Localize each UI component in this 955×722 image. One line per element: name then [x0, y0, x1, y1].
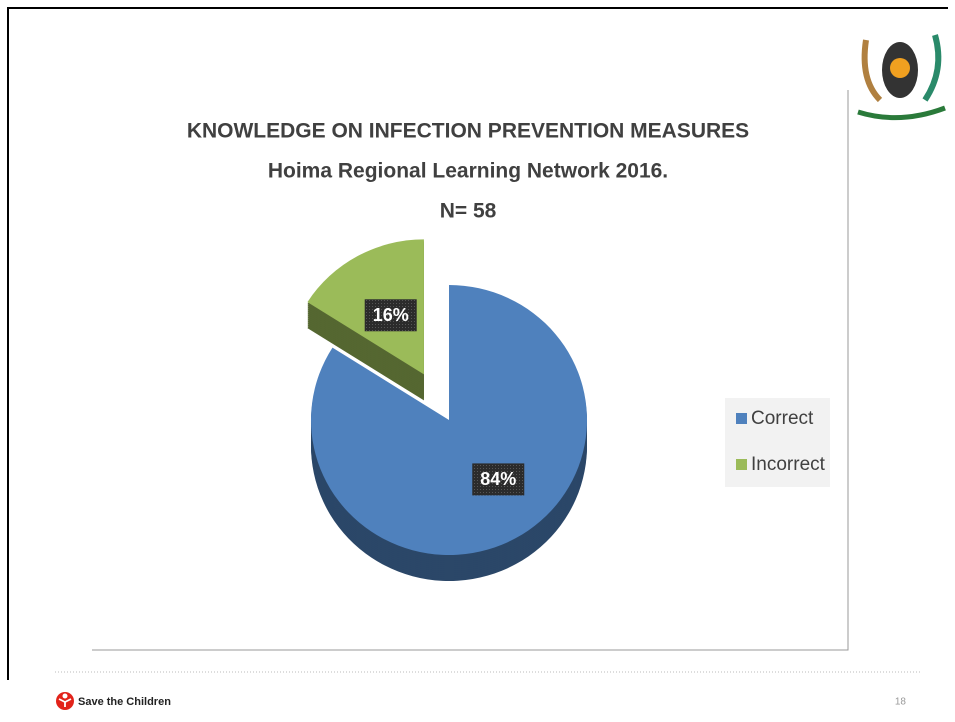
legend-swatch — [736, 413, 747, 424]
sample-size: N= 58 — [440, 200, 497, 223]
chart-subtitle: Hoima Regional Learning Network 2016. — [268, 160, 668, 183]
data-label: 16% — [373, 305, 409, 325]
logo — [56, 692, 74, 710]
organization-name: Save the Children — [78, 696, 171, 708]
chart-frame — [92, 90, 849, 651]
legend-box — [725, 398, 830, 487]
slide-frame — [7, 7, 948, 680]
legend-label: Incorrect — [751, 454, 826, 475]
pie: 84% 16% — [307, 239, 587, 581]
data-label-box — [472, 463, 525, 496]
legend-label: Correct — [751, 408, 814, 429]
legend-swatch — [736, 459, 747, 470]
chart-title: KNOWLEDGE ON INFECTION PREVENTION MEASUR… — [187, 120, 749, 143]
coat-of-arms — [852, 20, 950, 121]
page-number: 18 — [895, 697, 907, 708]
data-label-box — [364, 299, 417, 332]
data-label: 84% — [480, 469, 516, 489]
